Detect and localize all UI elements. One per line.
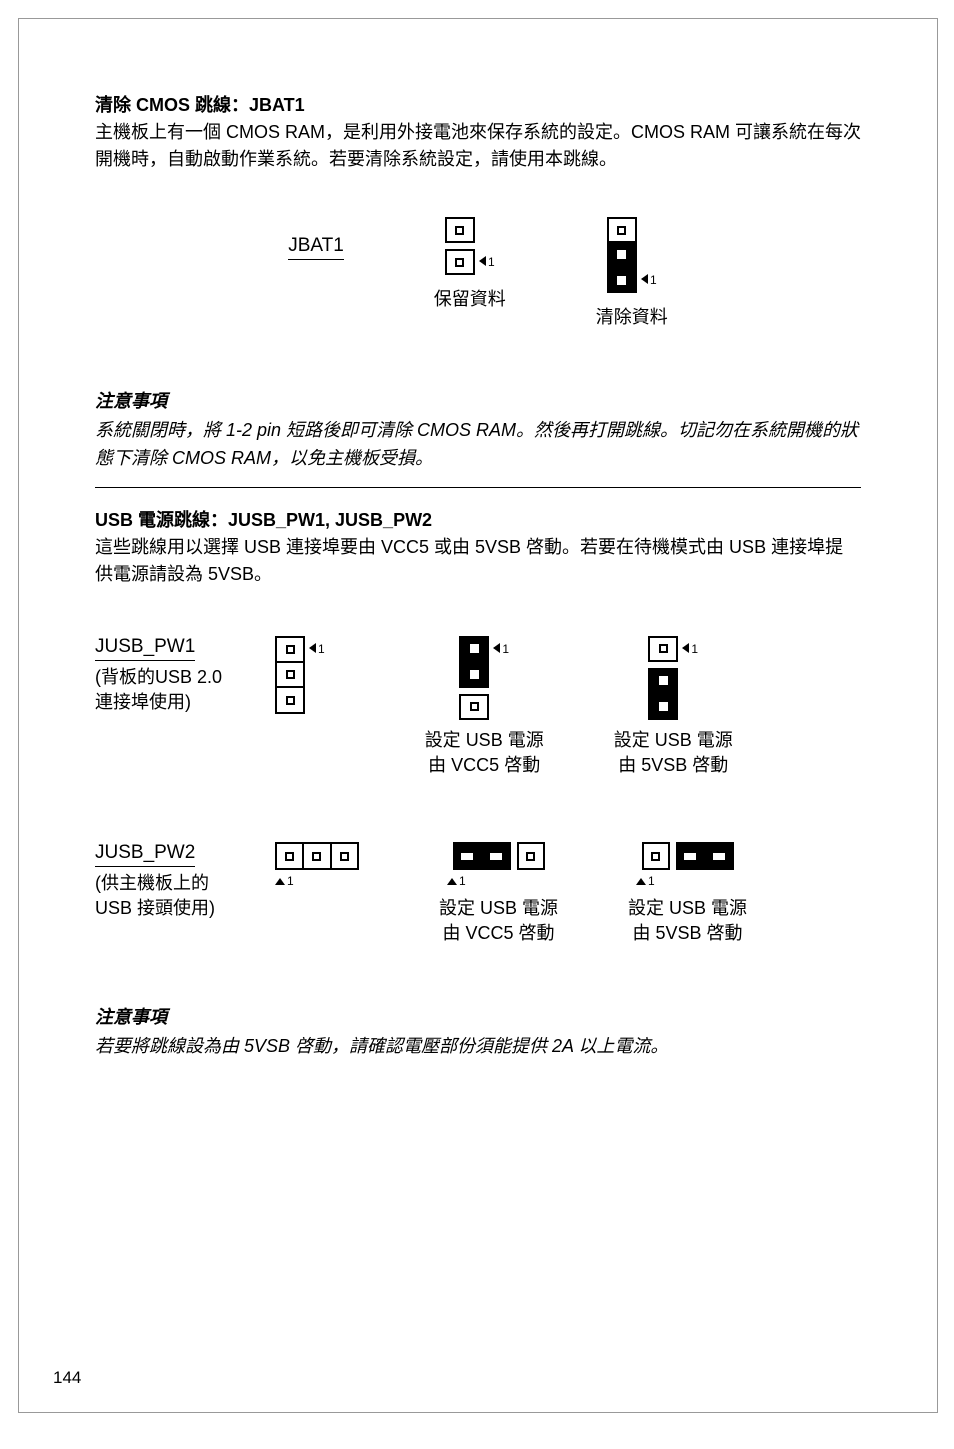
pw1-5vsb-jumper — [648, 636, 678, 720]
cmos-title: 清除 CMOS 跳線：JBAT1 — [95, 91, 861, 117]
usb-section: USB 電源跳線：JUSB_PW1, JUSB_PW2 這些跳線用以選擇 USB… — [95, 506, 861, 947]
jbat-keep-caption: 保留資料 — [434, 285, 506, 311]
jbat-clear-caption: 清除資料 — [596, 303, 668, 329]
pw1-vcc5-jumper — [459, 636, 489, 720]
usb-title: USB 電源跳線：JUSB_PW1, JUSB_PW2 — [95, 506, 861, 532]
pw1-row: JUSB_PW1 (背板的USB 2.0 連接埠使用) 1 — [95, 636, 861, 778]
jbat-diagram-row: JBAT1 1 保留資料 — [95, 217, 861, 329]
notice1-body: 系統關閉時，將 1-2 pin 短路後即可清除 CMOS RAM。然後再打開跳線… — [95, 417, 861, 473]
pin1-marker: 1 — [488, 255, 495, 269]
pw2-row: JUSB_PW2 (供主機板上的 USB 接頭使用) 1 — [95, 842, 861, 946]
usb-body: 這些跳線用以選擇 USB 連接埠要由 VCC5 或由 5VSB 啓動。若要在待機… — [95, 534, 861, 588]
jbat-clear-jumper — [607, 217, 637, 293]
pw2-vcc5-caption: 設定 USB 電源由 VCC5 啓動 — [439, 896, 558, 946]
pw1-vcc5-col: 1 設定 USB 電源由 VCC5 啓動 — [425, 636, 544, 778]
pin1-marker: 1 — [502, 642, 509, 656]
pw2-label: JUSB_PW2 — [95, 842, 195, 867]
pw2-5vsb-col: 1 設定 USB 電源由 5VSB 啓動 — [628, 842, 747, 946]
pw2-neutral-jumper: 1 — [275, 842, 359, 888]
cmos-section: 清除 CMOS 跳線：JBAT1 主機板上有一個 CMOS RAM，是利用外接電… — [95, 91, 861, 329]
pw2-5vsb-jumper — [642, 842, 734, 870]
pw1-5vsb-caption: 設定 USB 電源由 5VSB 啓動 — [614, 728, 733, 778]
pw2-left: JUSB_PW2 (供主機板上的 USB 接頭使用) — [95, 842, 235, 921]
cmos-body: 主機板上有一個 CMOS RAM，是利用外接電池來保存系統的設定。CMOS RA… — [95, 119, 861, 173]
notice1-title: 注意事項 — [95, 387, 861, 413]
pw1-label: JUSB_PW1 — [95, 636, 195, 661]
pw1-neutral-jumper: 1 — [275, 636, 325, 714]
jbat-keep-jumper: 1 — [445, 217, 495, 275]
pin1-marker: 1 — [650, 273, 657, 287]
page: 清除 CMOS 跳線：JBAT1 主機板上有一個 CMOS RAM，是利用外接電… — [18, 18, 938, 1413]
pin1-marker: 1 — [691, 642, 698, 656]
pw2-vcc5-col: 1 設定 USB 電源由 VCC5 啓動 — [439, 842, 558, 946]
pin1-marker: 1 — [318, 642, 325, 656]
pw1-5vsb-col: 1 設定 USB 電源由 5VSB 啓動 — [614, 636, 733, 778]
pin1-marker: 1 — [459, 874, 466, 888]
divider — [95, 487, 861, 488]
notice-1: 注意事項 系統關閉時，將 1-2 pin 短路後即可清除 CMOS RAM。然後… — [95, 387, 861, 488]
notice-2: 注意事項 若要將跳線設為由 5VSB 啓動，請確認電壓部份須能提供 2A 以上電… — [95, 1003, 861, 1061]
jbat-header-label: JBAT1 — [288, 235, 344, 260]
pw2-5vsb-caption: 設定 USB 電源由 5VSB 啓動 — [628, 896, 747, 946]
pw1-sub: (背板的USB 2.0 連接埠使用) — [95, 665, 235, 715]
pw1-vcc5-caption: 設定 USB 電源由 VCC5 啓動 — [425, 728, 544, 778]
pw2-sub: (供主機板上的 USB 接頭使用) — [95, 871, 235, 921]
notice2-body: 若要將跳線設為由 5VSB 啓動，請確認電壓部份須能提供 2A 以上電流。 — [95, 1033, 861, 1061]
pw1-left: JUSB_PW1 (背板的USB 2.0 連接埠使用) — [95, 636, 235, 715]
pw2-vcc5-jumper — [453, 842, 545, 870]
notice2-title: 注意事項 — [95, 1003, 861, 1029]
jbat-clear-col: 1 清除資料 — [596, 217, 668, 329]
page-number: 144 — [53, 1368, 81, 1388]
pin1-marker: 1 — [287, 874, 294, 888]
pin1-marker: 1 — [648, 874, 655, 888]
jbat-keep-col: 1 保留資料 — [434, 217, 506, 311]
